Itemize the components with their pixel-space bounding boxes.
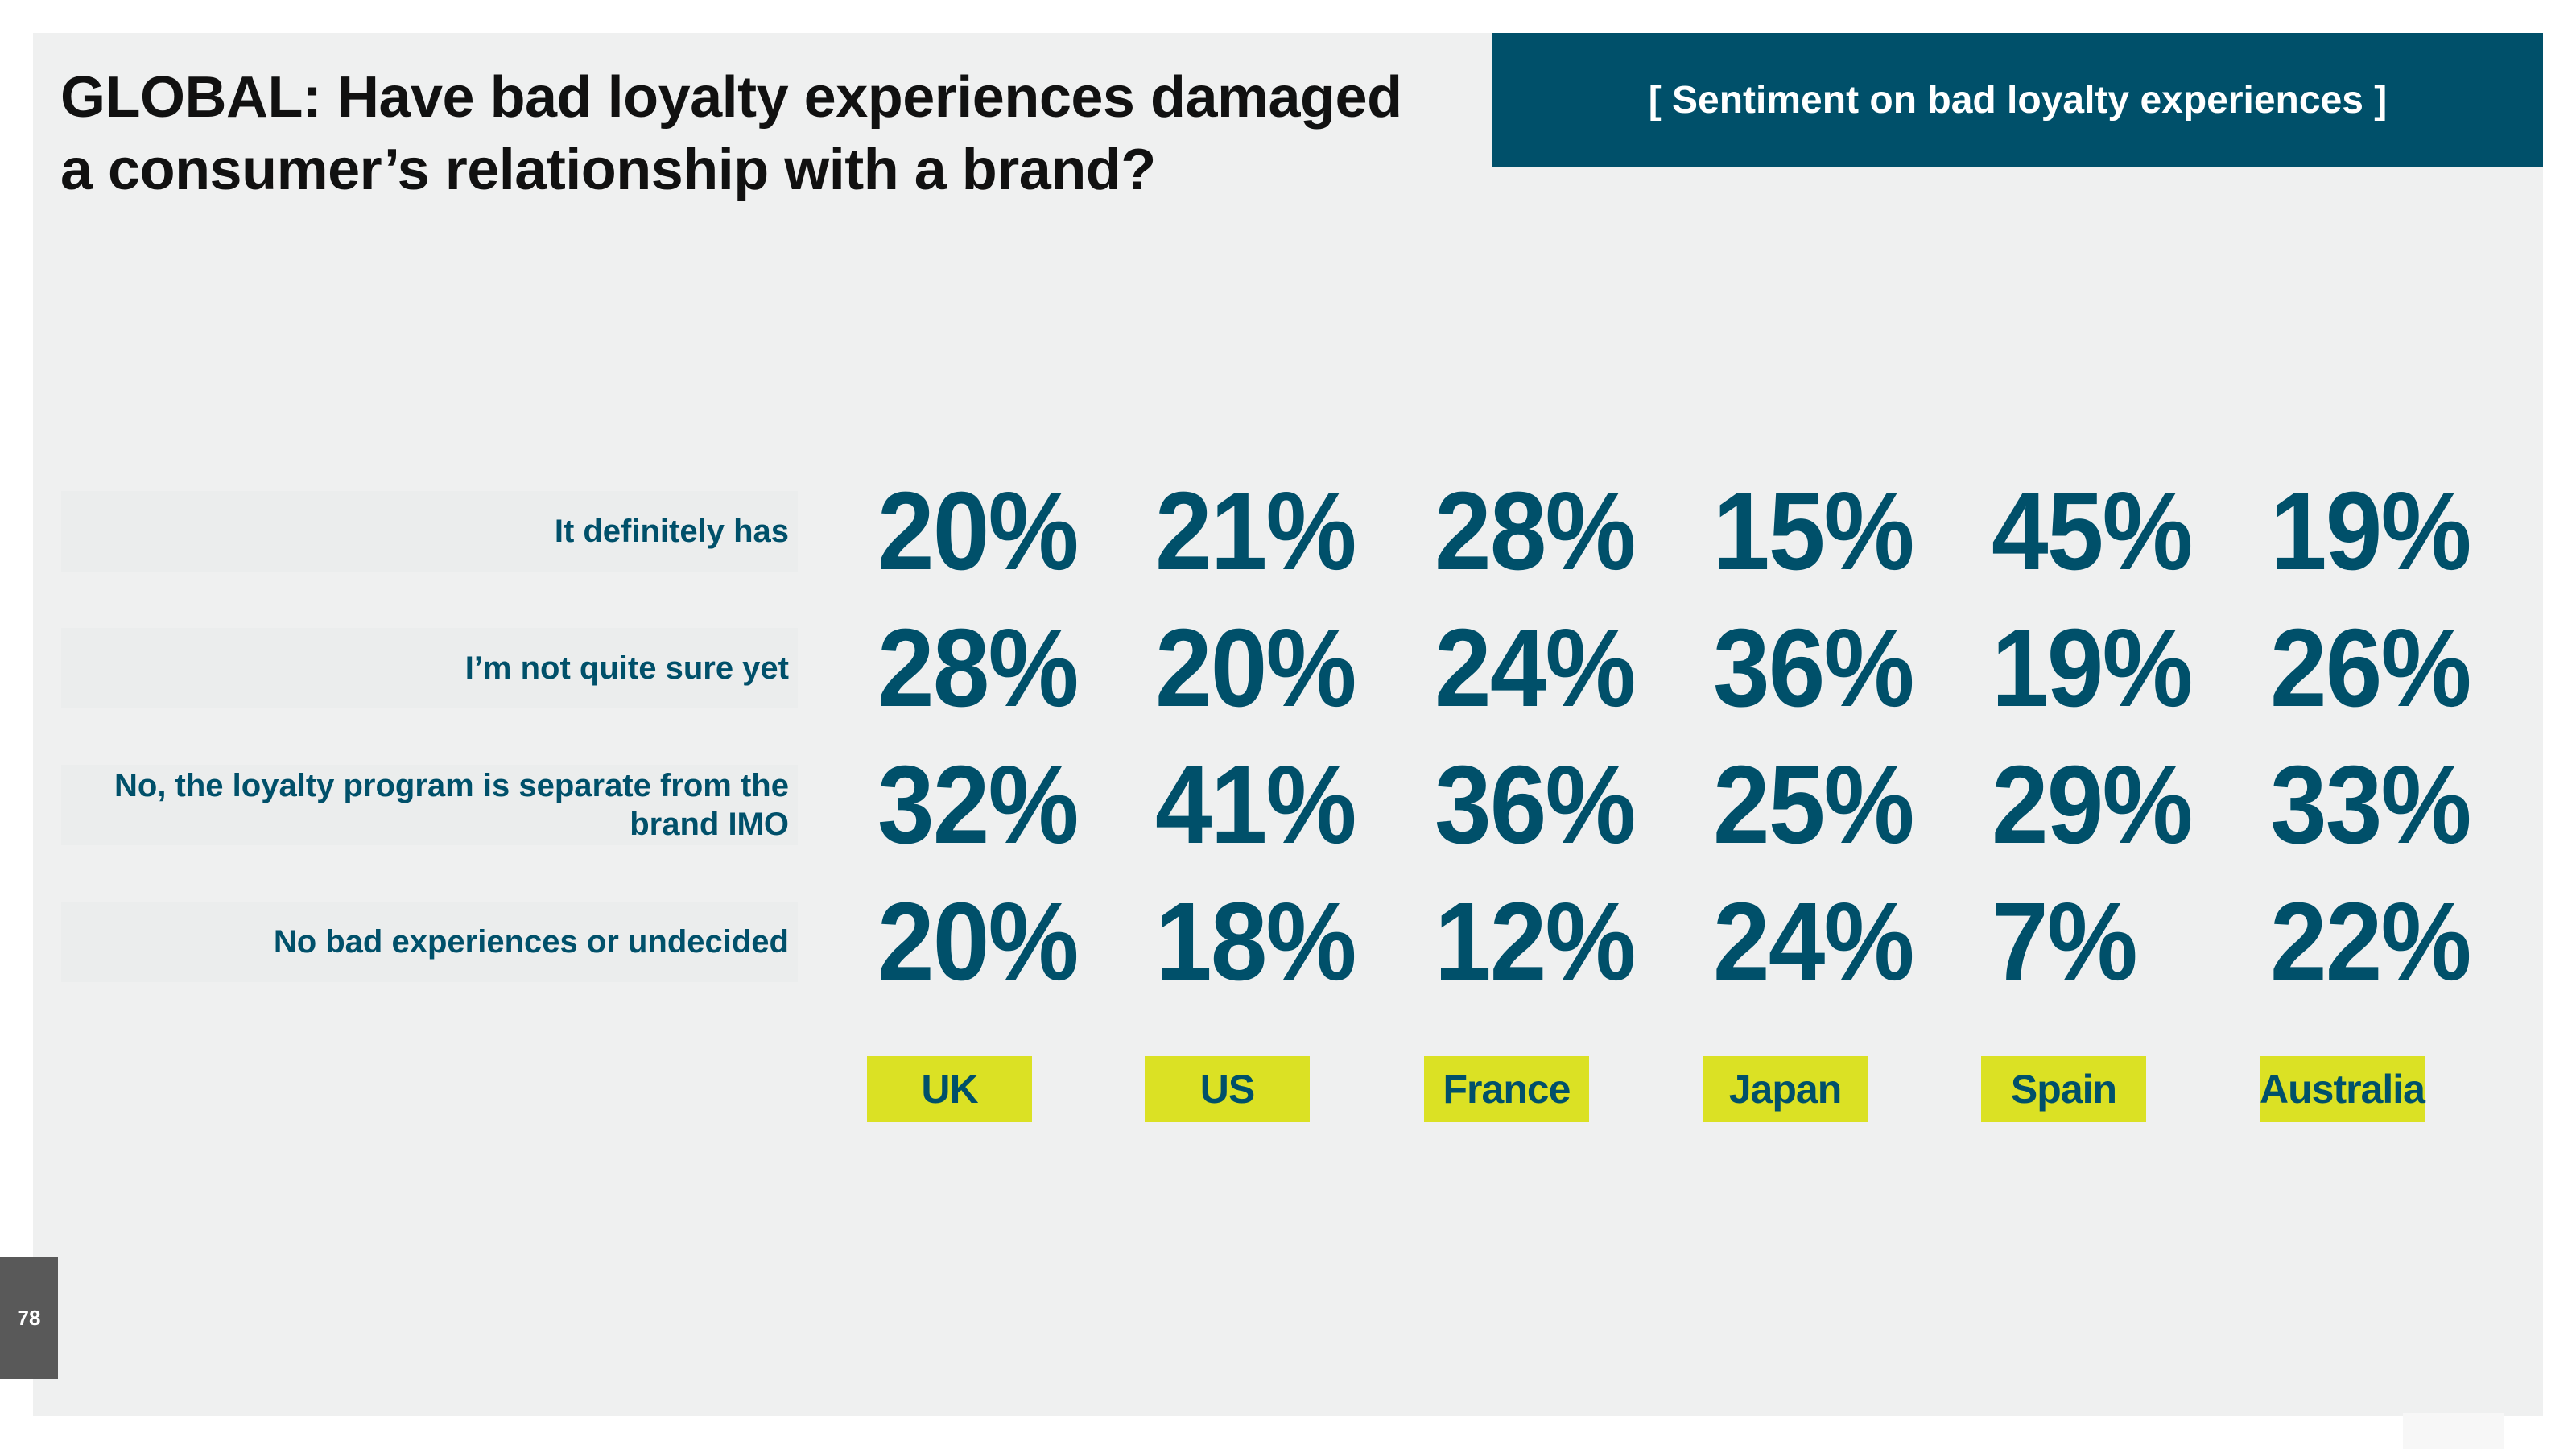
country-tag: UK xyxy=(867,1056,1032,1122)
data-value: 24% xyxy=(1435,606,1636,730)
country-tag: Australia xyxy=(2260,1056,2425,1122)
row-label-background xyxy=(61,628,798,708)
row-label-text: No, the loyalty program is separate from… xyxy=(114,768,789,842)
data-value: 20% xyxy=(877,469,1079,593)
data-value: 26% xyxy=(2270,606,2471,730)
country-label: France xyxy=(1443,1067,1571,1112)
country-tag: France xyxy=(1424,1056,1589,1122)
row-label: No, the loyalty program is separate from… xyxy=(64,757,789,853)
row-label-text: It definitely has xyxy=(554,514,789,549)
country-label: Japan xyxy=(1728,1067,1843,1112)
data-value: 28% xyxy=(1435,469,1636,593)
data-value: 18% xyxy=(1155,880,1356,1004)
data-value: 28% xyxy=(877,606,1079,730)
row-label-background xyxy=(61,765,798,845)
data-value: 7% xyxy=(1992,880,2138,1004)
data-value: 36% xyxy=(1435,743,1636,867)
banner-label: [ Sentiment on bad loyalty experiences ] xyxy=(1648,78,2388,122)
data-value: 33% xyxy=(2270,743,2471,867)
country-label: UK xyxy=(921,1067,978,1112)
data-value: 22% xyxy=(2270,880,2471,1004)
row-label-background xyxy=(61,902,798,982)
row-label-background xyxy=(61,491,798,572)
row-label-text: I’m not quite sure yet xyxy=(464,650,789,686)
data-value: 45% xyxy=(1992,469,2193,593)
data-value: 25% xyxy=(1713,743,1914,867)
data-value: 20% xyxy=(877,880,1079,1004)
country-tag: Spain xyxy=(1981,1056,2146,1122)
data-value: 32% xyxy=(877,743,1079,867)
country-label: Australia xyxy=(2260,1067,2425,1112)
data-value: 19% xyxy=(1992,606,2193,730)
data-value: 15% xyxy=(1713,469,1914,593)
country-tag: Japan xyxy=(1703,1056,1868,1122)
section-banner: [ Sentiment on bad loyalty experiences ] xyxy=(1492,33,2543,167)
page-number: 78 xyxy=(17,1305,41,1330)
row-label: I’m not quite sure yet xyxy=(64,620,789,716)
data-value: 29% xyxy=(1992,743,2193,867)
data-value: 41% xyxy=(1155,743,1356,867)
page-number-tab: 78 xyxy=(0,1257,58,1379)
data-value: 24% xyxy=(1713,880,1914,1004)
row-label-text: No bad experiences or undecided xyxy=(273,924,789,960)
country-tag: US xyxy=(1145,1056,1310,1122)
page-title: GLOBAL: Have bad loyalty experiences dam… xyxy=(60,65,1402,202)
row-label: No bad experiences or undecided xyxy=(64,894,789,990)
data-value: 36% xyxy=(1713,606,1914,730)
data-value: 12% xyxy=(1435,880,1636,1004)
country-label: Spain xyxy=(2010,1067,2117,1112)
data-value: 21% xyxy=(1155,469,1356,593)
data-value: 20% xyxy=(1155,606,1356,730)
data-value: 19% xyxy=(2270,469,2471,593)
corner-decoration xyxy=(2403,1413,2504,1449)
slide-background xyxy=(33,33,2543,1416)
row-label: It definitely has xyxy=(64,483,789,580)
country-label: US xyxy=(1199,1067,1255,1112)
